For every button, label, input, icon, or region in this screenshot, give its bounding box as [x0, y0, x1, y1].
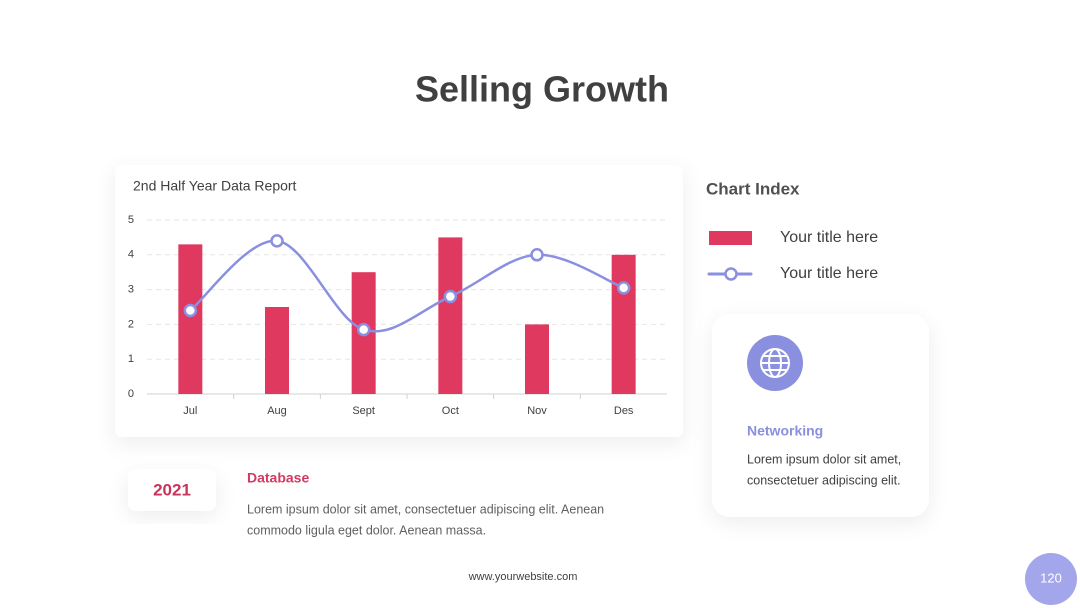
card-text: Lorem ipsum dolor sit amet, [747, 452, 901, 466]
x-tick-label: Aug [267, 405, 287, 417]
page-number: 120 [1040, 570, 1062, 585]
db-text: Lorem ipsum dolor sit amet, consectetuer… [247, 502, 604, 516]
x-tick-label: Sept [352, 405, 375, 417]
bar [178, 244, 203, 394]
db-title: Database [247, 470, 309, 486]
x-tick-label: Des [614, 405, 634, 417]
db-text: commodo ligula eget dolor. Aenean massa. [247, 523, 486, 537]
page-badge [1025, 553, 1077, 605]
legend-label: Your title here [780, 229, 878, 246]
line-point [616, 281, 631, 295]
legend-swatch [724, 267, 738, 281]
y-tick-label: 4 [128, 249, 134, 261]
line-point [183, 303, 198, 318]
card-text: consectetuer adipiscing elit. [747, 473, 901, 487]
x-tick-label: Oct [442, 405, 459, 417]
y-tick-label: 1 [128, 353, 134, 365]
globe-lines [760, 348, 790, 378]
x-tick-label: Nov [527, 405, 547, 417]
slide-title: Selling Growth [415, 69, 669, 110]
legend-label: Your title here [780, 265, 878, 282]
line-point [443, 289, 458, 304]
bar [438, 237, 463, 394]
bar [525, 324, 549, 394]
legend-title: Chart Index [706, 179, 800, 198]
y-tick-label: 3 [128, 284, 134, 296]
bar [611, 254, 636, 394]
y-tick-label: 0 [128, 388, 134, 400]
year: 2021 [153, 480, 191, 499]
y-tick-label: 2 [128, 318, 134, 330]
website: www.yourwebsite.com [468, 571, 578, 583]
line-point [270, 234, 284, 248]
y-tick-label: 5 [128, 214, 134, 226]
bar [265, 307, 289, 394]
card-title: Networking [747, 423, 823, 439]
legend-swatch [709, 231, 752, 245]
x-tick-label: Jul [183, 405, 197, 417]
line-point [356, 322, 371, 337]
line-point [530, 248, 544, 262]
year-badge [128, 469, 216, 511]
chart-title: 2nd Half Year Data Report [133, 178, 297, 194]
